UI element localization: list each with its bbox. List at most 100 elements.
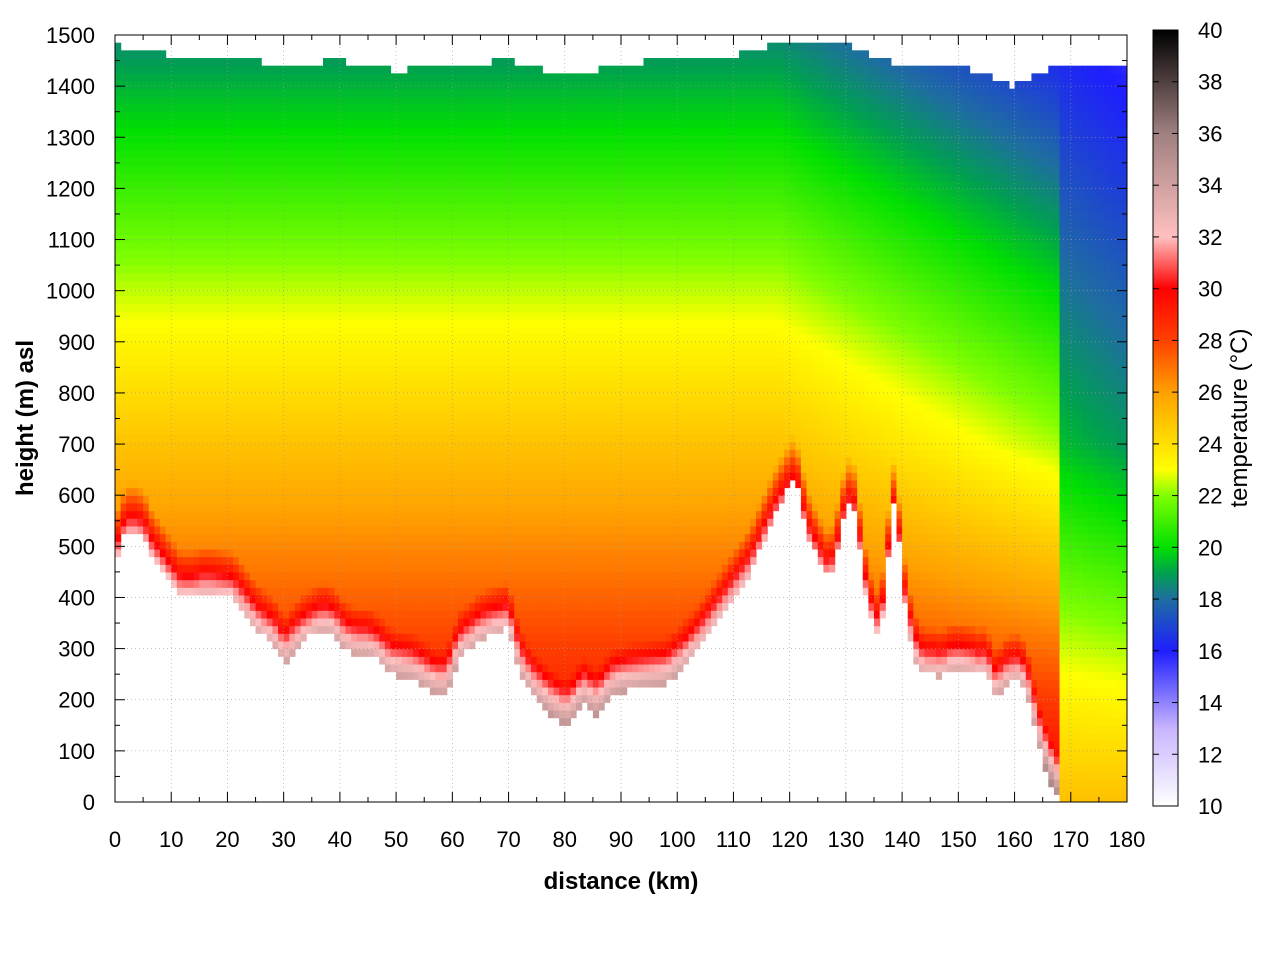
field-cell: [132, 342, 138, 350]
field-cell: [441, 465, 447, 473]
field-cell: [368, 280, 374, 288]
field-cell: [492, 572, 498, 580]
field-cell: [233, 580, 239, 588]
field-cell: [458, 572, 464, 580]
field-cell: [295, 357, 301, 365]
field-cell: [278, 165, 284, 173]
field-cell: [154, 495, 160, 503]
field-cell: [475, 580, 481, 588]
field-cell: [137, 89, 143, 97]
field-cell: [143, 303, 149, 311]
field-cell: [211, 419, 217, 427]
field-cell: [419, 633, 425, 641]
field-cell: [351, 587, 357, 595]
field-cell: [216, 188, 222, 196]
field-cell: [379, 549, 385, 557]
field-cell: [368, 66, 374, 74]
field-cell: [278, 250, 284, 258]
field-cell: [329, 119, 335, 127]
field-cell: [250, 158, 256, 166]
field-cell: [402, 342, 408, 350]
field-cell: [323, 135, 329, 143]
field-cell: [374, 142, 380, 150]
field-cell: [357, 641, 363, 649]
field-cell: [413, 541, 419, 549]
field-cell: [143, 457, 149, 465]
field-cell: [216, 534, 222, 542]
field-cell: [256, 449, 262, 457]
field-cell: [486, 66, 492, 74]
field-cell: [357, 257, 363, 265]
field-cell: [334, 572, 340, 580]
field-cell: [351, 349, 357, 357]
field-cell: [492, 434, 498, 442]
field-cell: [424, 541, 430, 549]
field-cell: [177, 135, 183, 143]
field-cell: [284, 326, 290, 334]
field-cell: [306, 250, 312, 258]
field-cell: [458, 96, 464, 104]
field-cell: [407, 495, 413, 503]
field-cell: [143, 403, 149, 411]
field-cell: [301, 158, 307, 166]
field-cell: [312, 96, 318, 104]
field-cell: [177, 119, 183, 127]
field-cell: [357, 165, 363, 173]
field-cell: [362, 564, 368, 572]
field-cell: [267, 503, 273, 511]
field-cell: [357, 610, 363, 618]
field-cell: [211, 165, 217, 173]
field-cell: [199, 227, 205, 235]
field-cell: [149, 242, 155, 250]
field-cell: [216, 518, 222, 526]
field-cell: [199, 488, 205, 496]
field-cell: [385, 649, 391, 657]
field-cell: [188, 58, 194, 66]
field-cell: [407, 349, 413, 357]
field-cell: [419, 303, 425, 311]
field-cell: [340, 372, 346, 380]
field-cell: [272, 380, 278, 388]
field-cell: [250, 188, 256, 196]
field-cell: [317, 135, 323, 143]
field-cell: [126, 227, 132, 235]
field-cell: [233, 181, 239, 189]
field-cell: [368, 434, 374, 442]
field-cell: [272, 89, 278, 97]
field-cell: [402, 81, 408, 89]
field-cell: [284, 626, 290, 634]
field-cell: [469, 257, 475, 265]
field-cell: [368, 618, 374, 626]
field-cell: [452, 595, 458, 603]
field-cell: [256, 442, 262, 450]
field-cell: [301, 426, 307, 434]
field-cell: [278, 572, 284, 580]
field-cell: [346, 465, 352, 473]
field-cell: [312, 265, 318, 273]
field-cell: [340, 395, 346, 403]
field-cell: [396, 112, 402, 120]
field-cell: [452, 434, 458, 442]
field-cell: [284, 419, 290, 427]
field-cell: [188, 280, 194, 288]
field-cell: [452, 112, 458, 120]
field-cell: [334, 173, 340, 181]
field-cell: [368, 173, 374, 181]
field-cell: [261, 549, 267, 557]
field-cell: [239, 419, 245, 427]
field-cell: [351, 227, 357, 235]
field-cell: [480, 173, 486, 181]
field-cell: [396, 503, 402, 511]
field-cell: [323, 503, 329, 511]
field-cell: [244, 372, 250, 380]
field-cell: [278, 626, 284, 634]
field-cell: [447, 158, 453, 166]
field-cell: [441, 495, 447, 503]
field-cell: [340, 326, 346, 334]
field-cell: [492, 618, 498, 626]
field-cell: [323, 580, 329, 588]
field-cell: [452, 656, 458, 664]
field-cell: [407, 672, 413, 680]
field-cell: [340, 73, 346, 81]
field-cell: [301, 395, 307, 403]
